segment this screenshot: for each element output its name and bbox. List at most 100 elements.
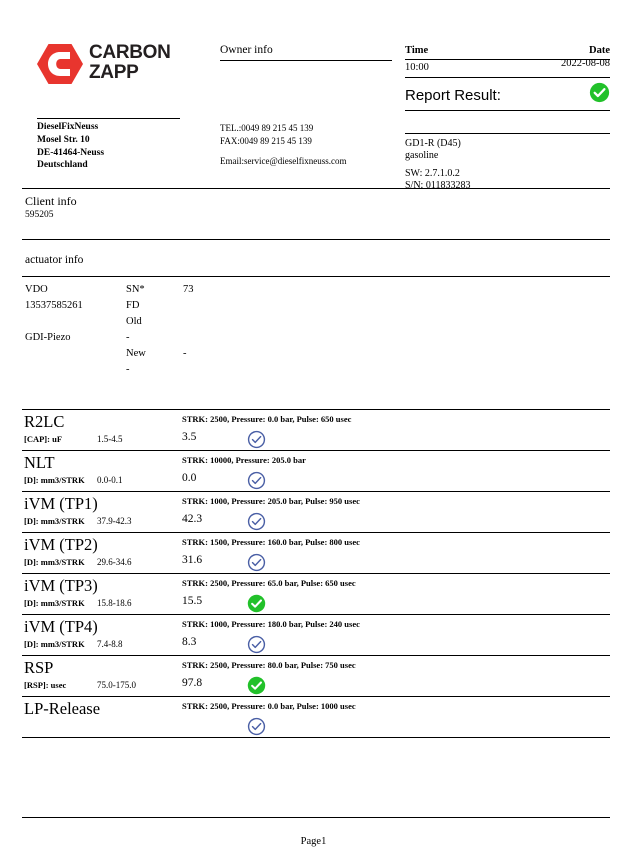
actuator-info-table: VDO SN* 73 13537585261 FD Old GDI-Piezo … — [25, 282, 285, 378]
address-top-rule — [37, 118, 180, 119]
actuator-cell-field: - — [126, 332, 130, 343]
actuator-row: 13537585261 FD — [25, 298, 285, 314]
actuator-cell-type: VDO — [25, 284, 48, 295]
result-value: 0.0 — [182, 472, 197, 484]
address-line-4: Deutschland — [37, 160, 88, 171]
table-row: iVM (TP3) [D]: mm3/STRK 15.8-18.6 STRK: … — [22, 573, 610, 614]
result-test-name: iVM (TP1) — [24, 494, 98, 513]
result-range: 0.0-0.1 — [97, 475, 123, 485]
carbon-zapp-hexagon-logo-icon — [37, 44, 83, 84]
time-date-bottom-rule — [405, 77, 610, 78]
result-value: 8.3 — [182, 636, 197, 648]
result-params: STRK: 2500, Pressure: 0.0 bar, Pulse: 10… — [182, 701, 356, 711]
actuator-cell-type — [25, 346, 126, 362]
device-software: SW: 2.7.1.0.2 — [405, 168, 460, 179]
blue-check-circle-icon — [247, 512, 266, 531]
result-test-name: LP-Release — [24, 699, 101, 718]
contact-email: Email:service@dieselfixneuss.com — [220, 156, 347, 166]
contact-tel: TEL.:0049 89 215 45 139 — [220, 123, 314, 133]
result-params: STRK: 2500, Pressure: 0.0 bar, Pulse: 65… — [182, 414, 352, 424]
blue-check-circle-icon — [247, 430, 266, 449]
result-unit: [D]: mm3/STRK — [24, 516, 85, 526]
actuator-cell-type: 13537585261 — [25, 300, 83, 311]
device-info-block: GD1-R (D45) gasoline SW: 2.7.1.0.2 S/N: … — [405, 138, 470, 192]
blue-check-circle-icon — [247, 635, 266, 654]
device-serial: S/N: 011833283 — [405, 180, 471, 191]
result-unit: [D]: mm3/STRK — [24, 475, 85, 485]
report-result-underline — [405, 110, 610, 111]
result-value: 42.3 — [182, 513, 203, 525]
actuator-row: Old — [25, 314, 285, 330]
actuator-cell-field: - — [126, 364, 130, 375]
client-info-title: Client info — [25, 194, 77, 208]
time-label: Time — [405, 45, 429, 56]
client-top-rule — [22, 188, 610, 189]
result-unit: [D]: mm3/STRK — [24, 557, 85, 567]
result-unit: [D]: mm3/STRK — [24, 598, 85, 608]
time-date-values: 10:00 2022-08-08 — [405, 58, 610, 73]
page-number: Page1 — [300, 836, 327, 847]
time-date-labels: Time Date — [405, 45, 610, 56]
address-line-1: DieselFixNeuss — [37, 122, 99, 132]
actuator-cell-value — [183, 330, 243, 346]
owner-info-label: Owner info — [220, 44, 273, 56]
actuator-row: GDI-Piezo - — [25, 330, 285, 346]
actuator-cell-value — [183, 298, 243, 314]
table-row: LP-Release STRK: 2500, Pressure: 0.0 bar… — [22, 696, 610, 738]
actuator-cell-type — [25, 362, 126, 378]
result-test-name: iVM (TP3) — [24, 576, 98, 595]
device-model: GD1-R (D45) — [405, 138, 461, 149]
device-fuel: gasoline — [405, 150, 439, 161]
table-row: iVM (TP2) [D]: mm3/STRK 29.6-34.6 STRK: … — [22, 532, 610, 573]
actuator-cell-field: Old — [126, 316, 142, 327]
test-results-table: R2LC [CAP]: uF 1.5-4.5 STRK: 2500, Press… — [22, 409, 610, 738]
owner-info-block: Owner info — [220, 44, 392, 58]
result-params: STRK: 2500, Pressure: 80.0 bar, Pulse: 7… — [182, 660, 356, 670]
table-row: iVM (TP4) [D]: mm3/STRK 7.4-8.8 STRK: 10… — [22, 614, 610, 655]
result-params: STRK: 1000, Pressure: 180.0 bar, Pulse: … — [182, 619, 360, 629]
blue-check-circle-icon — [247, 553, 266, 572]
actuator-cell-field: SN* — [126, 284, 145, 295]
actuator-top-rule — [22, 276, 610, 277]
actuator-cell-value — [183, 314, 243, 330]
actuator-cell-type: GDI-Piezo — [25, 332, 71, 343]
result-unit: [D]: mm3/STRK — [24, 639, 85, 649]
actuator-row: VDO SN* 73 — [25, 282, 285, 298]
report-result-label: Report Result: — [405, 86, 501, 104]
result-test-name: RSP — [24, 658, 54, 677]
company-address: DieselFixNeuss Mosel Str. 10 DE-41464-Ne… — [37, 121, 104, 172]
actuator-row: New - — [25, 346, 285, 362]
actuator-cell-field: FD — [126, 300, 140, 311]
report-result-block: Report Result: — [405, 82, 610, 108]
result-test-name: iVM (TP2) — [24, 535, 98, 554]
footer-rule — [22, 817, 610, 818]
result-params: STRK: 1000, Pressure: 205.0 bar, Pulse: … — [182, 496, 360, 506]
result-value: 97.8 — [182, 677, 203, 689]
actuator-cell-value: 73 — [183, 284, 194, 295]
actuator-cell-type — [25, 314, 126, 330]
green-check-circle-icon — [247, 676, 266, 695]
actuator-info-title: actuator info — [25, 254, 84, 266]
result-params: STRK: 10000, Pressure: 205.0 bar — [182, 455, 306, 465]
result-range: 75.0-175.0 — [97, 680, 136, 690]
actuator-row: - — [25, 362, 285, 378]
blue-check-circle-icon — [247, 471, 266, 490]
table-row: iVM (TP1) [D]: mm3/STRK 37.9-42.3 STRK: … — [22, 491, 610, 532]
owner-info-underline — [220, 60, 392, 61]
actuator-cell-value: - — [183, 348, 187, 359]
result-range: 1.5-4.5 — [97, 434, 123, 444]
address-line-2: Mosel Str. 10 — [37, 134, 90, 145]
green-check-circle-icon — [589, 82, 610, 108]
contact-block: TEL.:0049 89 215 45 139 FAX:0049 89 215 … — [220, 122, 347, 168]
date-label: Date — [589, 45, 610, 56]
actuator-cell-field: New — [126, 348, 146, 359]
brand-logo: CARBON ZAPP — [37, 42, 187, 88]
time-date-top-rule — [405, 59, 610, 60]
result-test-name: NLT — [24, 453, 55, 472]
result-unit: [RSP]: usec — [24, 680, 67, 690]
contact-fax: FAX:0049 89 215 45 139 — [220, 136, 312, 146]
table-row: NLT [D]: mm3/STRK 0.0-0.1 STRK: 10000, P… — [22, 450, 610, 491]
result-params: STRK: 1500, Pressure: 160.0 bar, Pulse: … — [182, 537, 360, 547]
time-date-block: Time Date — [405, 45, 610, 56]
